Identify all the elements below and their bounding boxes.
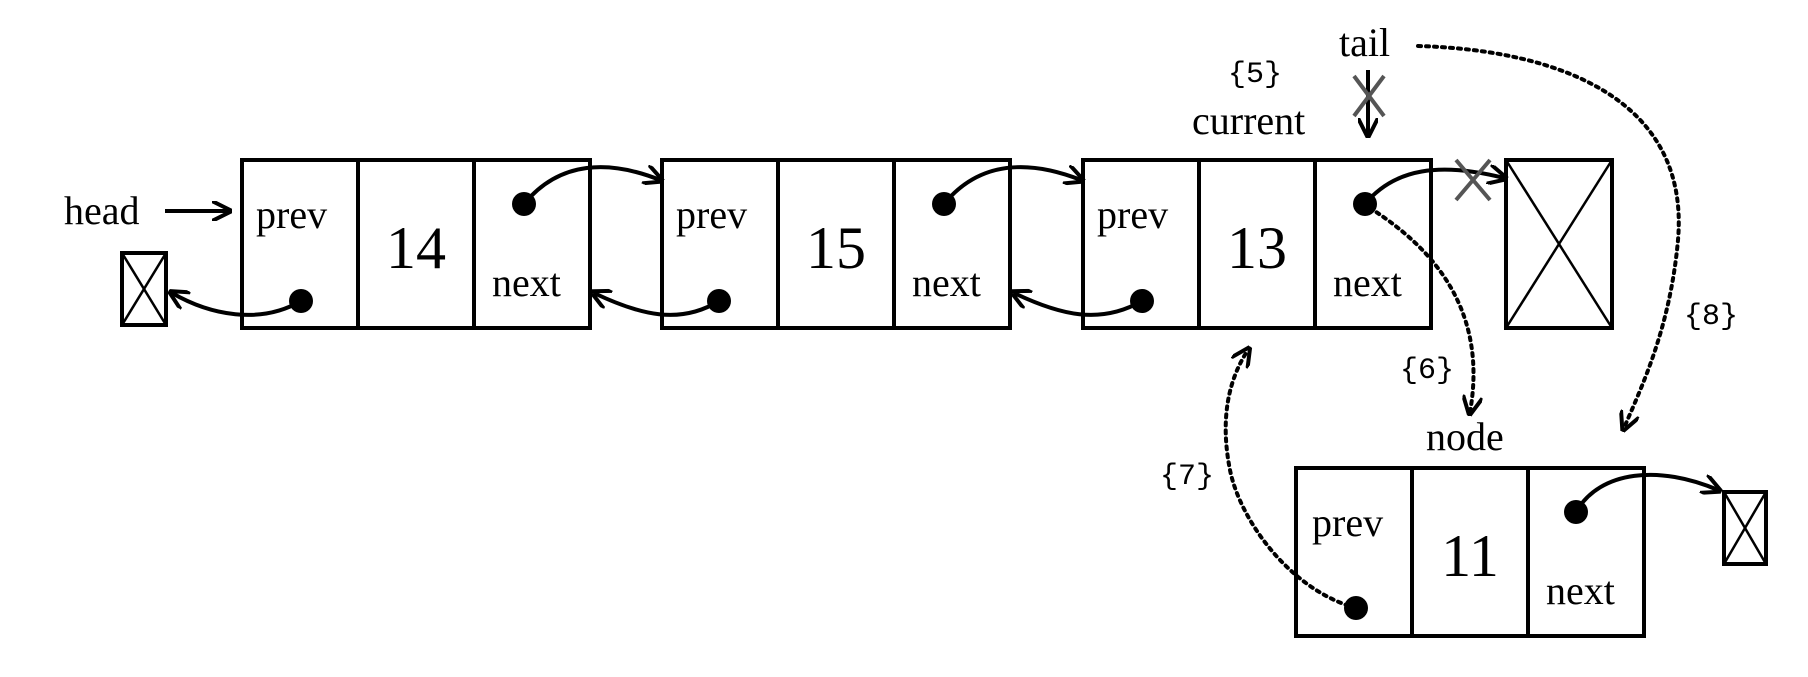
next-field-label: next — [1546, 568, 1615, 613]
dotted-arrow-step-7 — [1223, 350, 1358, 610]
next-arrow-new-node-to-null — [1574, 472, 1718, 513]
next-arrow-15-to-13 — [942, 167, 1081, 206]
node-value: 15 — [806, 215, 866, 281]
null-terminator-left — [120, 251, 168, 327]
null-terminator-right — [1504, 158, 1614, 330]
prev-field-label: prev — [256, 192, 327, 237]
next-arrow-13-to-null — [1363, 170, 1504, 206]
head-label: head — [64, 188, 140, 233]
step-label-8: {8} — [1684, 300, 1738, 334]
step-label-7: {7} — [1160, 460, 1214, 494]
next-field-label: next — [492, 260, 561, 305]
null-terminator-new-node — [1722, 490, 1768, 566]
dotted-arrow-step-8 — [1416, 44, 1681, 428]
next-pointer-dot — [1564, 500, 1588, 524]
node-value: 14 — [386, 215, 446, 281]
step-label-6: {6} — [1400, 354, 1454, 388]
node-value: 11 — [1441, 523, 1499, 589]
prev-field-label: prev — [676, 192, 747, 237]
tail-arrow-x-mark — [1352, 74, 1386, 118]
prev-field-label: prev — [1312, 500, 1383, 545]
dotted-arrow-step-6 — [1368, 206, 1474, 412]
node-value: 13 — [1227, 215, 1287, 281]
next-field-label: next — [912, 260, 981, 305]
removed-link-x-mark — [1454, 158, 1492, 202]
next-arrow-14-to-15 — [522, 167, 660, 206]
next-field-label: next — [1333, 260, 1402, 305]
list-node-15: prev 15 next — [660, 158, 1012, 330]
prev-arrow-15-to-14 — [594, 293, 721, 317]
node-label: node — [1426, 414, 1504, 459]
prev-arrow-13-to-15 — [1014, 293, 1143, 317]
step-label-5: {5} — [1228, 58, 1282, 92]
current-label: current — [1192, 98, 1305, 143]
tail-label: tail — [1339, 20, 1390, 65]
prev-field-label: prev — [1097, 192, 1168, 237]
prev-arrow-14-to-null — [172, 293, 303, 317]
